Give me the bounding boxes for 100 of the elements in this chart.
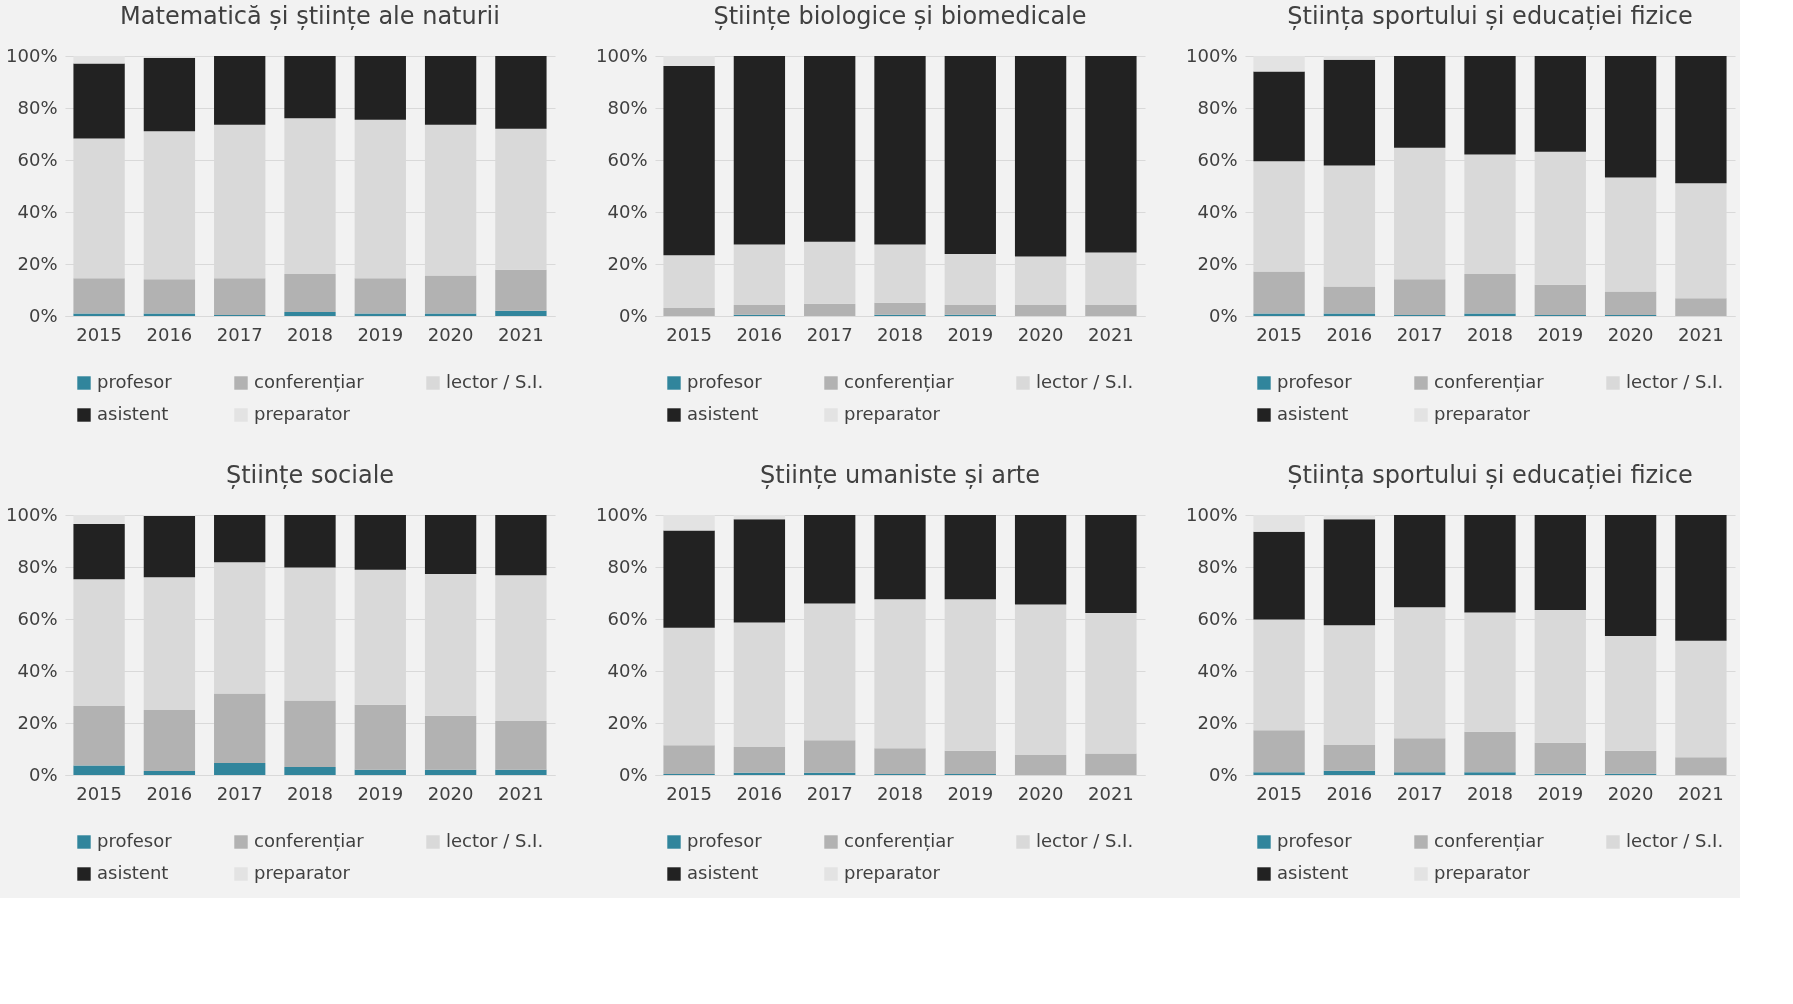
bar xyxy=(1014,305,1067,316)
bar xyxy=(214,763,266,775)
y-tick-label: 0% xyxy=(1208,304,1238,326)
legend-label: preparator xyxy=(254,403,351,424)
x-tick-label: 2020 xyxy=(427,323,474,345)
x-tick-label: 2018 xyxy=(1467,323,1513,345)
bar xyxy=(1464,731,1516,773)
legend-label: asistent xyxy=(97,403,169,424)
x-tick-label: 2016 xyxy=(1326,782,1373,804)
bar xyxy=(1604,750,1657,774)
legend-label: lector / S.I. xyxy=(1626,830,1724,851)
bar xyxy=(354,56,406,120)
bar xyxy=(284,312,336,316)
bar xyxy=(1323,59,1376,166)
y-tick-label: 20% xyxy=(1197,252,1238,274)
bar xyxy=(495,269,547,311)
y-tick-label: 20% xyxy=(17,252,58,274)
bar xyxy=(1253,313,1305,316)
bar xyxy=(73,706,125,766)
y-tick-label: 60% xyxy=(607,607,648,629)
bar xyxy=(663,307,715,316)
legend-label: asistent xyxy=(1277,403,1349,424)
bar xyxy=(663,530,715,628)
x-tick-label: 2019 xyxy=(357,323,404,345)
x-tick-label: 2016 xyxy=(146,323,193,345)
y-tick-label: 80% xyxy=(17,96,58,118)
x-tick-label: 2015 xyxy=(1256,323,1302,345)
bar xyxy=(1014,754,1067,775)
bar xyxy=(1323,313,1376,316)
bar xyxy=(495,720,547,770)
bar xyxy=(1464,515,1516,613)
legend-label: lector / S.I. xyxy=(1036,830,1134,851)
legend-label: asistent xyxy=(687,862,759,883)
y-tick-label: 0% xyxy=(618,763,648,785)
bar xyxy=(733,305,786,315)
bar xyxy=(1085,305,1137,316)
legend-label: profesor xyxy=(687,830,763,851)
bar xyxy=(804,303,856,316)
bar xyxy=(874,56,926,245)
bar xyxy=(1253,71,1305,162)
x-tick-label: 2021 xyxy=(498,323,544,345)
chart-title: Științe umaniste și arte xyxy=(759,461,1041,489)
bar xyxy=(663,745,715,774)
bar xyxy=(874,515,926,600)
x-tick-label: 2021 xyxy=(498,782,544,804)
x-tick-label: 2018 xyxy=(877,323,923,345)
x-tick-label: 2020 xyxy=(1017,782,1064,804)
bar xyxy=(733,746,786,773)
bar xyxy=(1464,772,1516,775)
bar xyxy=(354,313,406,316)
bar xyxy=(424,715,477,770)
x-tick-label: 2018 xyxy=(287,782,333,804)
bar xyxy=(1534,56,1586,152)
bar xyxy=(495,310,547,316)
bar xyxy=(1323,519,1376,626)
bar xyxy=(143,771,196,775)
x-tick-label: 2016 xyxy=(736,323,783,345)
bar xyxy=(424,769,477,775)
legend-label: conferențiar xyxy=(254,371,365,392)
bar xyxy=(354,278,406,314)
bar xyxy=(143,279,196,314)
chart-title: Matematică și științe ale naturii xyxy=(120,2,500,30)
bar xyxy=(284,56,336,119)
legend-label: profesor xyxy=(97,830,173,851)
bar xyxy=(1604,515,1657,636)
x-tick-label: 2015 xyxy=(76,782,122,804)
x-tick-label: 2016 xyxy=(736,782,783,804)
bar xyxy=(424,275,477,314)
bar xyxy=(143,710,196,772)
bar xyxy=(1014,56,1067,257)
legend-label: conferențiar xyxy=(1434,830,1545,851)
y-tick-label: 0% xyxy=(28,763,58,785)
legend-label: lector / S.I. xyxy=(446,830,544,851)
bar xyxy=(354,515,406,570)
bar xyxy=(73,313,125,316)
bar xyxy=(1323,286,1376,314)
chart-title: Știința sportului și educației fizice xyxy=(1287,461,1693,489)
chart-title: Științe biologice și biomedicale xyxy=(713,2,1087,30)
x-tick-label: 2020 xyxy=(1607,782,1654,804)
y-tick-label: 100% xyxy=(596,44,648,66)
x-tick-label: 2017 xyxy=(1396,782,1443,804)
x-tick-label: 2019 xyxy=(357,782,404,804)
y-tick-label: 40% xyxy=(1197,200,1238,222)
bar xyxy=(804,515,856,604)
bar xyxy=(424,515,477,575)
y-tick-label: 60% xyxy=(607,148,648,170)
y-tick-label: 60% xyxy=(1197,148,1238,170)
y-tick-label: 20% xyxy=(607,252,648,274)
legend-label: conferențiar xyxy=(1434,371,1545,392)
x-tick-label: 2017 xyxy=(216,323,263,345)
bar xyxy=(1253,772,1305,775)
legend-label: conferențiar xyxy=(844,830,955,851)
y-tick-label: 0% xyxy=(28,304,58,326)
bar xyxy=(1675,298,1727,316)
bar xyxy=(1085,753,1137,775)
bar xyxy=(284,700,336,767)
x-tick-label: 2020 xyxy=(1607,323,1654,345)
bar xyxy=(214,56,266,125)
bar xyxy=(1534,742,1586,774)
x-tick-label: 2017 xyxy=(1396,323,1443,345)
